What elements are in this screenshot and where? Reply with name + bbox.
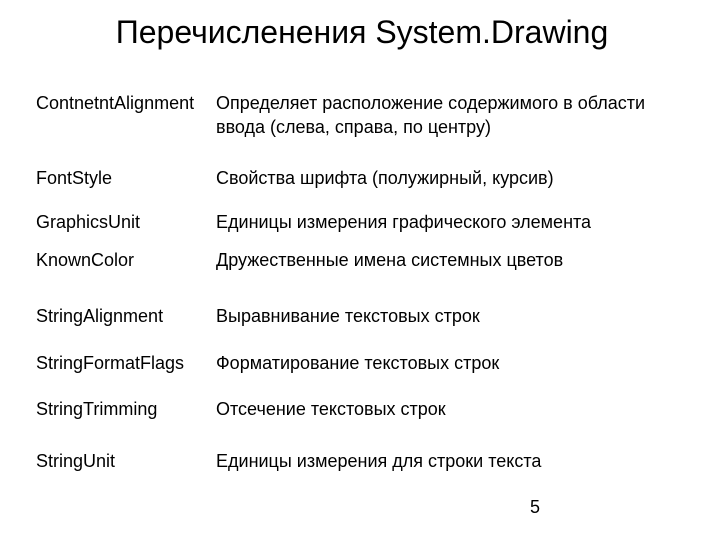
enum-description: Выравнивание текстовых строк [216,304,688,328]
enum-term: StringAlignment [36,304,216,328]
page-number: 5 [530,497,540,518]
enum-term: StringTrimming [36,397,216,421]
enum-description: Форматирование текстовых строк [216,351,688,375]
table-row: ContnetntAlignmentОпределяет расположени… [36,91,688,140]
table-row: StringUnitЕдиницы измерения для строки т… [36,449,688,473]
table-row: KnownColorДружественные имена системных … [36,248,688,272]
enum-table: ContnetntAlignmentОпределяет расположени… [36,91,688,474]
enum-description: Свойства шрифта (полужирный, курсив) [216,166,688,190]
table-row: StringAlignmentВыравнивание текстовых ст… [36,304,688,328]
enum-term: KnownColor [36,248,216,272]
table-row: GraphicsUnitЕдиницы измерения графическо… [36,210,688,234]
enum-description: Единицы измерения графического элемента [216,210,688,234]
page-title: Перечисленения System.Drawing [36,14,688,51]
enum-term: ContnetntAlignment [36,91,216,115]
enum-term: StringFormatFlags [36,351,216,375]
table-row: FontStyleСвойства шрифта (полужирный, ку… [36,166,688,190]
enum-description: Отсечение текстовых строк [216,397,688,421]
enum-term: FontStyle [36,166,216,190]
enum-description: Дружественные имена системных цветов [216,248,688,272]
table-row: StringTrimmingОтсечение текстовых строк [36,397,688,421]
enum-description: Единицы измерения для строки текста [216,449,688,473]
enum-description: Определяет расположение содержимого в об… [216,91,688,140]
table-row: StringFormatFlagsФорматирование текстовы… [36,351,688,375]
enum-term: GraphicsUnit [36,210,216,234]
enum-term: StringUnit [36,449,216,473]
